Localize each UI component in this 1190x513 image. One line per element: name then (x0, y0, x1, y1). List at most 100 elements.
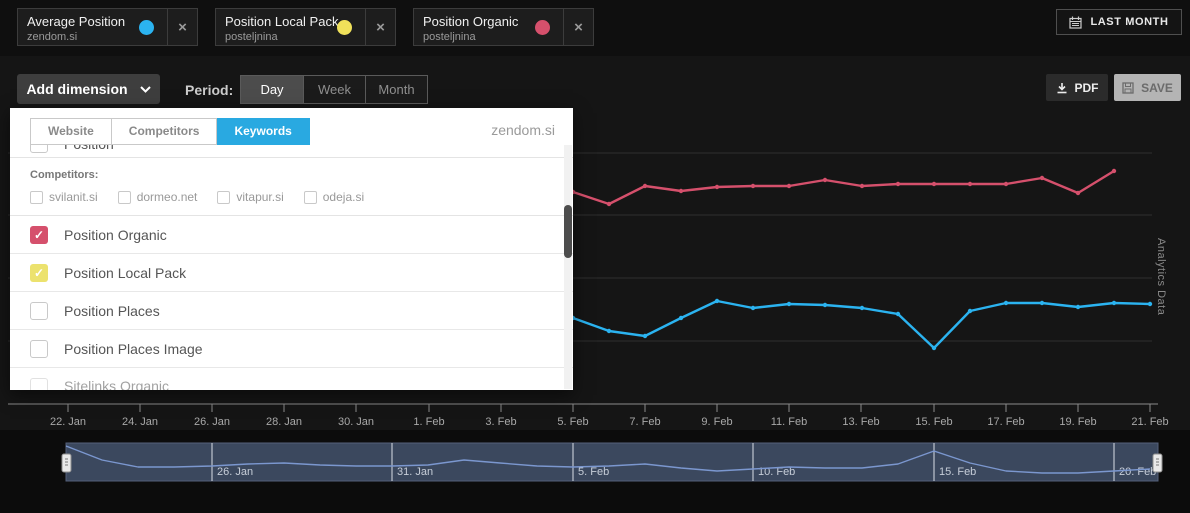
scrollbar-thumb[interactable] (564, 205, 572, 258)
metric-chip-body[interactable]: Position Local Pack posteljnina (216, 9, 365, 45)
add-dimension-button[interactable]: Add dimension (17, 74, 160, 104)
competitor-option[interactable]: dormeo.net (117, 190, 197, 204)
checkbox[interactable] (30, 339, 48, 358)
keyword-metric-row[interactable]: ✓ Position Local Pack (10, 254, 573, 292)
navigator-handle-left[interactable] (61, 453, 72, 473)
metric-chip-body[interactable]: Position Organic posteljnina (414, 9, 563, 45)
metric-chip-average-position: Average Position zendom.si × (17, 8, 198, 46)
checkbox[interactable] (117, 190, 131, 204)
data-point (1039, 300, 1045, 306)
metric-chip-title: Average Position (27, 14, 126, 29)
tab-keywords[interactable]: Keywords (217, 118, 310, 145)
data-point (895, 311, 901, 317)
date-range-button[interactable]: LAST MONTH (1056, 9, 1182, 35)
data-point (1111, 168, 1117, 174)
checkbox[interactable] (30, 301, 48, 320)
remove-metric-button[interactable]: × (563, 9, 593, 45)
navigator-handle-right[interactable] (1152, 453, 1163, 473)
navigator-label: 10. Feb (758, 466, 795, 478)
competitor-option[interactable]: vitapur.si (217, 190, 284, 204)
checkbox[interactable] (303, 190, 317, 204)
data-point (678, 315, 684, 321)
panel-tabs: Website Competitors Keywords (30, 118, 310, 145)
pdf-label: PDF (1074, 80, 1099, 95)
data-point (967, 181, 973, 187)
data-point (1039, 175, 1045, 181)
checkbox-checked[interactable]: ✓ (30, 225, 48, 244)
data-point (1147, 301, 1153, 307)
period-option-week[interactable]: Week (303, 76, 365, 103)
data-point (1003, 181, 1009, 187)
competitors-block: Competitors: svilanit.si dormeo.net vita… (10, 158, 573, 216)
data-point (1111, 300, 1117, 306)
period-option-month[interactable]: Month (365, 76, 427, 103)
toolbar: Add dimension Period: Day Week Month PDF… (0, 56, 1190, 110)
checkbox[interactable] (217, 190, 231, 204)
navigator-label: 31. Jan (397, 466, 433, 478)
data-point (1075, 304, 1081, 310)
add-dimension-label: Add dimension (26, 81, 128, 97)
data-point (895, 181, 901, 187)
add-dimension-panel: Website Competitors Keywords zendom.si P… (10, 108, 573, 390)
metric-chip-position-local-pack: Position Local Pack posteljnina × (215, 8, 396, 46)
navigator-track[interactable] (65, 442, 1159, 482)
data-point (714, 184, 720, 190)
navigator-label: 20. Feb (1119, 466, 1156, 478)
x-axis-label: 5. Feb (557, 416, 588, 428)
x-axis-label: 7. Feb (629, 416, 660, 428)
period-toggle-group: Day Week Month (240, 75, 428, 104)
save-label: SAVE (1141, 80, 1173, 95)
panel-domain-label: zendom.si (491, 122, 555, 138)
metric-chip-title: Position Organic (423, 14, 519, 29)
tab-website[interactable]: Website (30, 118, 112, 145)
x-axis-label: 26. Jan (194, 416, 230, 428)
save-button[interactable]: SAVE (1114, 74, 1181, 101)
x-axis-label: 1. Feb (413, 416, 444, 428)
data-point (606, 328, 612, 334)
navigator-label: 15. Feb (939, 466, 976, 478)
pdf-export-button[interactable]: PDF (1046, 74, 1108, 101)
series-color-dot (535, 20, 550, 35)
data-point (1003, 300, 1009, 306)
data-point (606, 201, 612, 207)
data-point (750, 305, 756, 311)
metric-chip-body[interactable]: Average Position zendom.si (18, 9, 167, 45)
data-point (750, 183, 756, 189)
navigator-label: 5. Feb (578, 466, 609, 478)
data-point (931, 345, 937, 351)
keyword-metric-row[interactable]: ✓ Position Organic (10, 216, 573, 254)
data-point (714, 298, 720, 304)
x-axis-label: 30. Jan (338, 416, 374, 428)
x-axis-label: 9. Feb (701, 416, 732, 428)
x-axis-label: 13. Feb (842, 416, 879, 428)
chevron-down-icon (139, 85, 151, 93)
x-axis-label: 21. Feb (1131, 416, 1168, 428)
keyword-metric-row[interactable]: Position Places (10, 292, 573, 330)
date-range-label: LAST MONTH (1090, 16, 1169, 28)
data-point (786, 301, 792, 307)
checkbox[interactable] (30, 378, 48, 390)
series-color-dot (337, 20, 352, 35)
x-axis-label: 11. Feb (771, 416, 808, 428)
tab-competitors[interactable]: Competitors (111, 118, 218, 145)
navigator-label: 26. Jan (217, 466, 253, 478)
x-axis-label: 24. Jan (122, 416, 158, 428)
remove-metric-button[interactable]: × (365, 9, 395, 45)
data-point (859, 183, 865, 189)
competitor-option[interactable]: svilanit.si (30, 190, 98, 204)
metric-chip-title: Position Local Pack (225, 14, 339, 29)
x-axis-label: 17. Feb (987, 416, 1024, 428)
panel-scrollbar[interactable] (564, 145, 572, 389)
remove-metric-button[interactable]: × (167, 9, 197, 45)
checkbox-checked[interactable]: ✓ (30, 263, 48, 282)
competitor-option[interactable]: odeja.si (303, 190, 364, 204)
keyword-metric-row-clipped[interactable]: Sitelinks Organic (10, 368, 573, 390)
metric-chip-subtitle: posteljnina (423, 31, 476, 43)
checkbox[interactable] (30, 145, 48, 153)
period-option-day[interactable]: Day (241, 76, 303, 103)
keyword-metric-row[interactable]: Position Places Image (10, 330, 573, 368)
x-axis-label: 3. Feb (485, 416, 516, 428)
checkbox[interactable] (30, 190, 43, 204)
header-bar: Average Position zendom.si × Position Lo… (0, 0, 1190, 56)
